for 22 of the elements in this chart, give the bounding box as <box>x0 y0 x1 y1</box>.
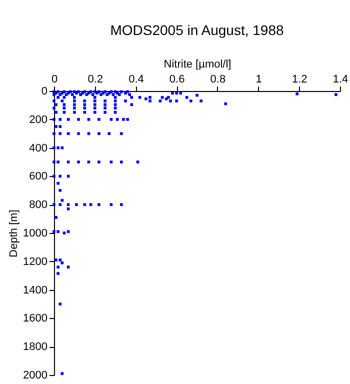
y-tick-label: 200 <box>29 114 48 126</box>
y-tick-label: 1000 <box>23 228 48 240</box>
y-tick-label: 1200 <box>23 256 48 268</box>
y-tick-label: 1800 <box>23 341 48 354</box>
chart-title: MODS2005 in August, 1988 <box>110 22 284 38</box>
y-tick-label: 1600 <box>23 312 48 325</box>
x-axis-title: Nitrite [µmol/l] <box>164 58 232 70</box>
x-tick-label: 0.6 <box>169 74 185 86</box>
x-tick-label: 0 <box>51 74 58 86</box>
y-tick-label: 1400 <box>23 284 48 296</box>
y-tick-label: 2000 <box>23 370 48 382</box>
x-tick-label: 1.4 <box>332 74 348 86</box>
y-tick-label: 0 <box>41 86 48 98</box>
x-tick-label: 0.8 <box>210 74 226 86</box>
x-tick-label: 1.2 <box>292 74 308 86</box>
y-tick-label: 400 <box>29 142 48 154</box>
x-tick-label: 0.2 <box>88 74 104 86</box>
y-axis-title: Depth [m] <box>8 210 20 258</box>
y-tick-label: 800 <box>29 199 48 212</box>
x-tick-label: 0.4 <box>128 74 144 86</box>
y-tick-label: 600 <box>29 170 48 183</box>
x-tick-label: 1 <box>256 74 262 86</box>
